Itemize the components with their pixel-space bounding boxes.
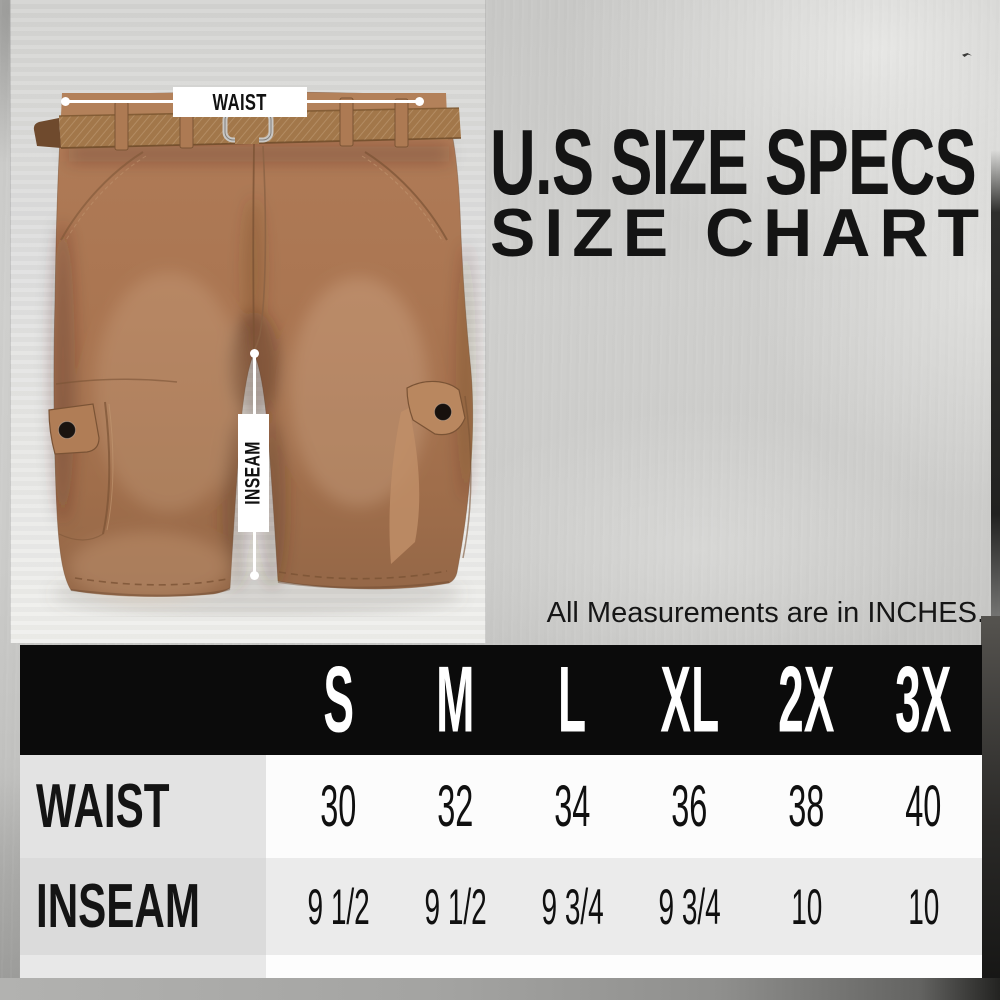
waist-line-left-dot [61, 97, 70, 106]
waist-value-m: 32 [437, 774, 474, 839]
cargo-shorts-illustration [33, 91, 476, 617]
size-col-3x: 3X [895, 647, 952, 752]
header-empty-cell [20, 645, 266, 755]
background-dark-strip [991, 150, 1000, 670]
inseam-value-m: 9 1/2 [424, 878, 487, 935]
waist-value-xl: 36 [671, 774, 708, 839]
waist-line-right-dot [415, 97, 424, 106]
table-row-inseam: INSEAM 9 1/2 9 1/2 9 3/4 9 3/4 10 10 [20, 858, 982, 955]
inseam-value-s: 9 1/2 [307, 878, 370, 935]
size-col-l: L [558, 647, 587, 752]
bird-icon [962, 53, 972, 57]
background-bottom-band [0, 978, 1000, 1000]
waist-marker-label: WAIST [173, 87, 307, 117]
table-bottom-strip [20, 955, 982, 978]
product-photo-panel: WAIST INSEAM [10, 0, 486, 643]
size-chart-table: S M L XL 2X 3X WAIST 30 32 34 36 38 40 I… [20, 645, 982, 978]
row-label-inseam: INSEAM [20, 858, 266, 955]
inseam-line-top-dot [250, 349, 259, 358]
waist-value-s: 30 [320, 774, 357, 839]
inseam-value-2x: 10 [790, 878, 823, 935]
page-subtitle: SIZE CHART [490, 195, 988, 271]
size-col-2x: 2X [778, 647, 835, 752]
page-title: U.S SIZE SPECS [490, 110, 977, 214]
table-row-waist: WAIST 30 32 34 36 38 40 [20, 755, 982, 858]
inseam-value-xl: 9 3/4 [658, 878, 721, 935]
waist-marker-text: WAIST [212, 88, 268, 115]
size-col-m: M [436, 647, 475, 752]
inseam-marker-label: INSEAM [238, 414, 269, 532]
row-label-waist: WAIST [20, 755, 266, 858]
waist-value-2x: 38 [788, 774, 825, 839]
size-header-row: S M L XL 2X 3X [20, 645, 982, 755]
waist-value-l: 34 [554, 774, 591, 839]
waist-value-3x: 40 [905, 774, 942, 839]
inseam-value-l: 9 3/4 [541, 878, 604, 935]
size-col-xl: XL [660, 647, 719, 752]
inseam-value-3x: 10 [907, 878, 940, 935]
inseam-marker-text: INSEAM [241, 441, 265, 505]
inseam-line-bottom-dot [250, 571, 259, 580]
measurement-units-note: All Measurements are in INCHES. [546, 597, 985, 629]
size-col-s: S [323, 647, 354, 752]
background-dark-corner [981, 616, 1000, 1000]
